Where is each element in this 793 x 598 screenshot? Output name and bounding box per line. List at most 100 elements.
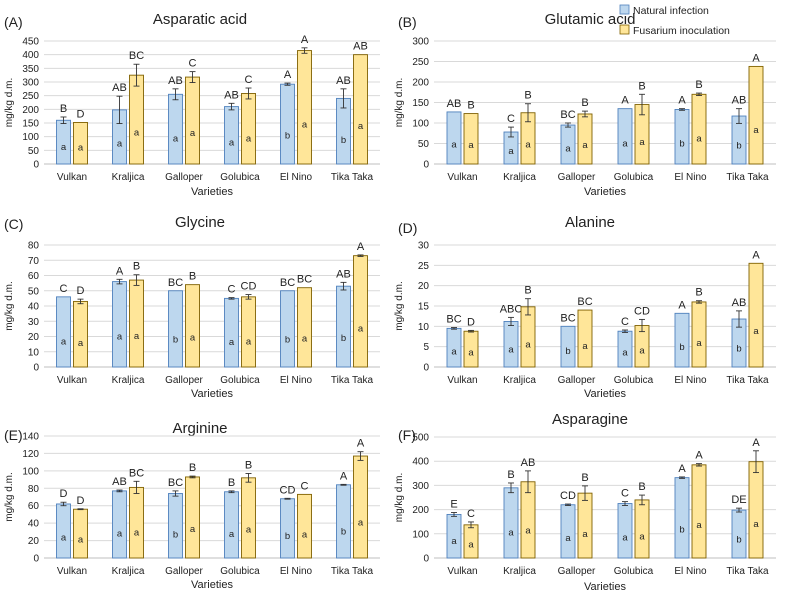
y-axis-label: mg/kg d.m. bbox=[4, 78, 15, 127]
upper-letter: D bbox=[77, 495, 85, 507]
chart-title: Glutamic acid bbox=[545, 11, 636, 28]
bar-fusarium bbox=[463, 113, 479, 165]
upper-letter: A bbox=[695, 450, 703, 462]
bar-fusarium bbox=[577, 309, 593, 368]
legend-label: Natural infection bbox=[633, 5, 709, 17]
y-tick-label: 50 bbox=[28, 286, 40, 297]
y-tick-label: 300 bbox=[22, 78, 39, 89]
bar-natural bbox=[56, 503, 71, 559]
upper-letter: BC bbox=[129, 467, 144, 479]
y-tick-label: 5 bbox=[423, 342, 429, 353]
inner-letter: b bbox=[285, 130, 290, 141]
y-tick-label: 400 bbox=[412, 457, 429, 468]
upper-letter: BC bbox=[577, 296, 592, 308]
inner-letter: a bbox=[508, 146, 514, 157]
upper-letter: D bbox=[60, 488, 68, 500]
bar-natural bbox=[560, 504, 576, 559]
y-tick-label: 20 bbox=[418, 281, 430, 292]
x-tick-label: Golubica bbox=[220, 172, 260, 183]
y-tick-label: 450 bbox=[22, 37, 39, 48]
upper-letter: B bbox=[524, 285, 531, 297]
inner-letter: a bbox=[78, 338, 84, 349]
inner-letter: a bbox=[358, 323, 364, 334]
y-axis-label: mg/kg d.m. bbox=[394, 473, 405, 522]
x-axis-label: Varieties bbox=[191, 388, 233, 400]
x-tick-label: Kraljica bbox=[112, 375, 145, 386]
inner-letter: a bbox=[117, 139, 123, 150]
inner-letter: b bbox=[736, 141, 741, 152]
bar-fusarium bbox=[634, 499, 650, 559]
inner-letter: a bbox=[468, 348, 474, 359]
upper-letter: B bbox=[507, 469, 514, 481]
upper-letter: A bbox=[301, 34, 309, 46]
upper-letter: A bbox=[116, 265, 124, 277]
y-tick-label: 0 bbox=[33, 554, 39, 565]
inner-letter: a bbox=[229, 138, 235, 149]
inner-letter: a bbox=[696, 338, 702, 349]
bar-natural bbox=[674, 477, 690, 559]
x-tick-label: El Nino bbox=[674, 172, 707, 183]
y-axis-label: mg/kg d.m. bbox=[4, 281, 15, 330]
bar-fusarium bbox=[691, 93, 707, 165]
upper-letter: BC bbox=[280, 277, 295, 289]
bar-fusarium bbox=[353, 54, 368, 165]
y-tick-label: 30 bbox=[28, 317, 40, 328]
y-tick-label: 30 bbox=[418, 241, 430, 252]
y-tick-label: 0 bbox=[33, 363, 39, 374]
upper-letter: B bbox=[189, 271, 196, 283]
x-tick-label: El Nino bbox=[280, 566, 313, 577]
y-tick-label: 250 bbox=[22, 91, 39, 102]
upper-letter: D bbox=[77, 285, 85, 297]
x-tick-label: Tika Taka bbox=[331, 375, 374, 386]
inner-letter: a bbox=[358, 121, 364, 132]
bar-natural bbox=[280, 498, 295, 559]
bar-fusarium bbox=[353, 255, 368, 368]
upper-letter: C bbox=[189, 58, 197, 70]
upper-letter: C bbox=[228, 284, 236, 296]
inner-letter: a bbox=[302, 120, 308, 131]
bar-natural bbox=[617, 108, 633, 165]
x-tick-label: Vulkan bbox=[57, 172, 87, 183]
upper-letter: B bbox=[638, 80, 645, 92]
y-tick-label: 50 bbox=[418, 139, 430, 150]
bar-fusarium bbox=[297, 493, 312, 559]
x-tick-label: Tika Taka bbox=[726, 375, 769, 386]
y-tick-label: 350 bbox=[22, 64, 39, 75]
upper-letter: AB bbox=[732, 297, 747, 309]
inner-letter: a bbox=[525, 140, 531, 151]
bar-fusarium bbox=[129, 74, 144, 165]
inner-letter: a bbox=[696, 520, 702, 531]
x-axis-label: Varieties bbox=[584, 581, 626, 593]
inner-letter: a bbox=[753, 326, 759, 337]
inner-letter: a bbox=[302, 334, 308, 345]
x-tick-label: Kraljica bbox=[112, 566, 145, 577]
inner-letter: a bbox=[78, 534, 84, 545]
x-tick-label: El Nino bbox=[280, 172, 313, 183]
inner-letter: b bbox=[173, 529, 178, 540]
upper-letter: BC bbox=[297, 274, 312, 286]
y-axis-label: mg/kg d.m. bbox=[4, 472, 15, 521]
bar-fusarium bbox=[577, 113, 593, 165]
inner-letter: a bbox=[582, 341, 588, 352]
y-tick-label: 200 bbox=[22, 105, 39, 116]
chart-panel-3: (C) Glycine 0 10 20 30 40 50 60 70 80 mg/kg d.m. Var… bbox=[4, 214, 380, 400]
inner-letter: a bbox=[246, 337, 252, 348]
inner-letter: a bbox=[190, 524, 196, 535]
bar-natural bbox=[224, 491, 239, 559]
bar-fusarium bbox=[577, 492, 593, 559]
upper-letter: ABC bbox=[500, 303, 523, 315]
inner-letter: a bbox=[190, 128, 196, 139]
upper-letter: B bbox=[467, 100, 474, 112]
inner-letter: a bbox=[508, 344, 514, 355]
inner-letter: a bbox=[622, 533, 628, 544]
inner-letter: b bbox=[736, 344, 741, 355]
x-tick-label: El Nino bbox=[674, 566, 707, 577]
inner-letter: a bbox=[173, 134, 179, 145]
inner-letter: b bbox=[341, 135, 346, 146]
y-tick-label: 300 bbox=[412, 37, 429, 48]
inner-letter: a bbox=[358, 517, 364, 528]
x-axis-label: Varieties bbox=[191, 579, 233, 591]
upper-letter: A bbox=[752, 437, 760, 449]
inner-letter: a bbox=[78, 143, 84, 154]
